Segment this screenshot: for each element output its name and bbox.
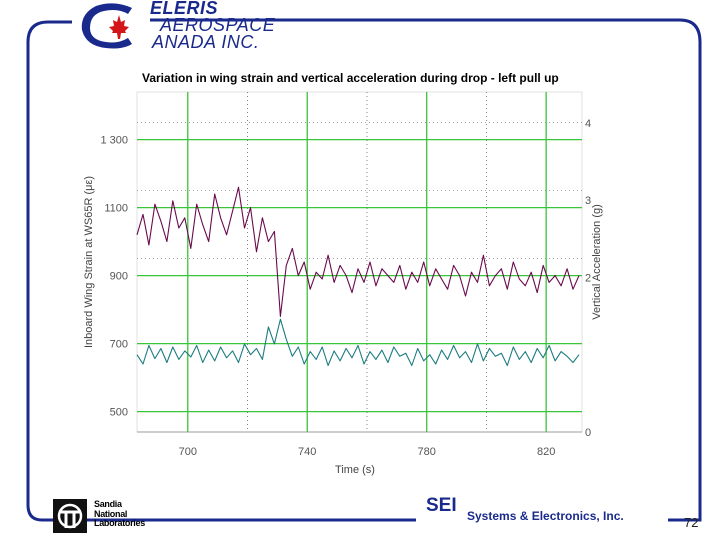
- series-layer: [136, 186, 580, 367]
- sandia-line-2: National: [94, 508, 128, 519]
- plot-area: [136, 91, 583, 433]
- maple-leaf-icon: [109, 15, 129, 39]
- logo-line-3: ANADA INC.: [152, 32, 260, 52]
- sandia-line-3: Laboratories: [94, 518, 145, 528]
- canada-logo-mark: [81, 3, 132, 49]
- y2-axis-label: Vertical Acceleration (g): [591, 204, 603, 320]
- y-tick-label-500: 500: [110, 407, 128, 419]
- company-logo-text: ELERIS AEROSPACE ANADA INC.: [150, 0, 275, 51]
- chart-title: Variation in wing strain and vertical ac…: [142, 71, 559, 85]
- series-line-wing-strain: [136, 186, 580, 317]
- frame-border: [26, 18, 702, 522]
- sei-logo: SEI Systems & Electronics, Inc.: [422, 493, 666, 523]
- sandia-labs-name: Sandia National Laboratories: [94, 499, 145, 529]
- y-axis-label: Inboard Wing Strain at WS65R (με): [83, 176, 95, 348]
- sei-abbreviation: SEI: [426, 495, 457, 516]
- y2-tick-label-0: 0: [585, 427, 591, 439]
- y-tick-label-900: 900: [110, 271, 128, 283]
- page-number: 72: [684, 515, 699, 530]
- y-tick-label-1300: 1 300: [100, 135, 128, 147]
- grid-layer: [137, 92, 582, 432]
- series-line-vertical-acceleration: [136, 318, 580, 367]
- logo-c-shape: [81, 3, 132, 49]
- sandia-line-1: Sandia: [94, 499, 122, 509]
- x-tick-label-820: 820: [537, 446, 555, 458]
- x-tick-label-700: 700: [179, 446, 197, 458]
- y2-tick-label-2: 2: [585, 272, 591, 284]
- y2-tick-label-3: 3: [585, 195, 591, 207]
- sandia-logo-icon: [53, 499, 87, 533]
- logo-line-2: AEROSPACE: [160, 15, 276, 35]
- y-tick-label-700: 700: [110, 339, 128, 351]
- y-tick-label-1100: 1100: [104, 203, 128, 215]
- x-axis-label: Time (s): [335, 464, 375, 476]
- axis-layer: 700 740 780 820 500 700 900 1100 1 300 0 2 3 4: [100, 118, 591, 458]
- x-tick-label-740: 740: [298, 446, 316, 458]
- sei-company-name: Systems & Electronics, Inc.: [467, 509, 624, 523]
- y2-tick-label-4: 4: [585, 118, 591, 130]
- x-tick-label-780: 780: [418, 446, 436, 458]
- logo-line-1: ELERIS: [150, 0, 219, 18]
